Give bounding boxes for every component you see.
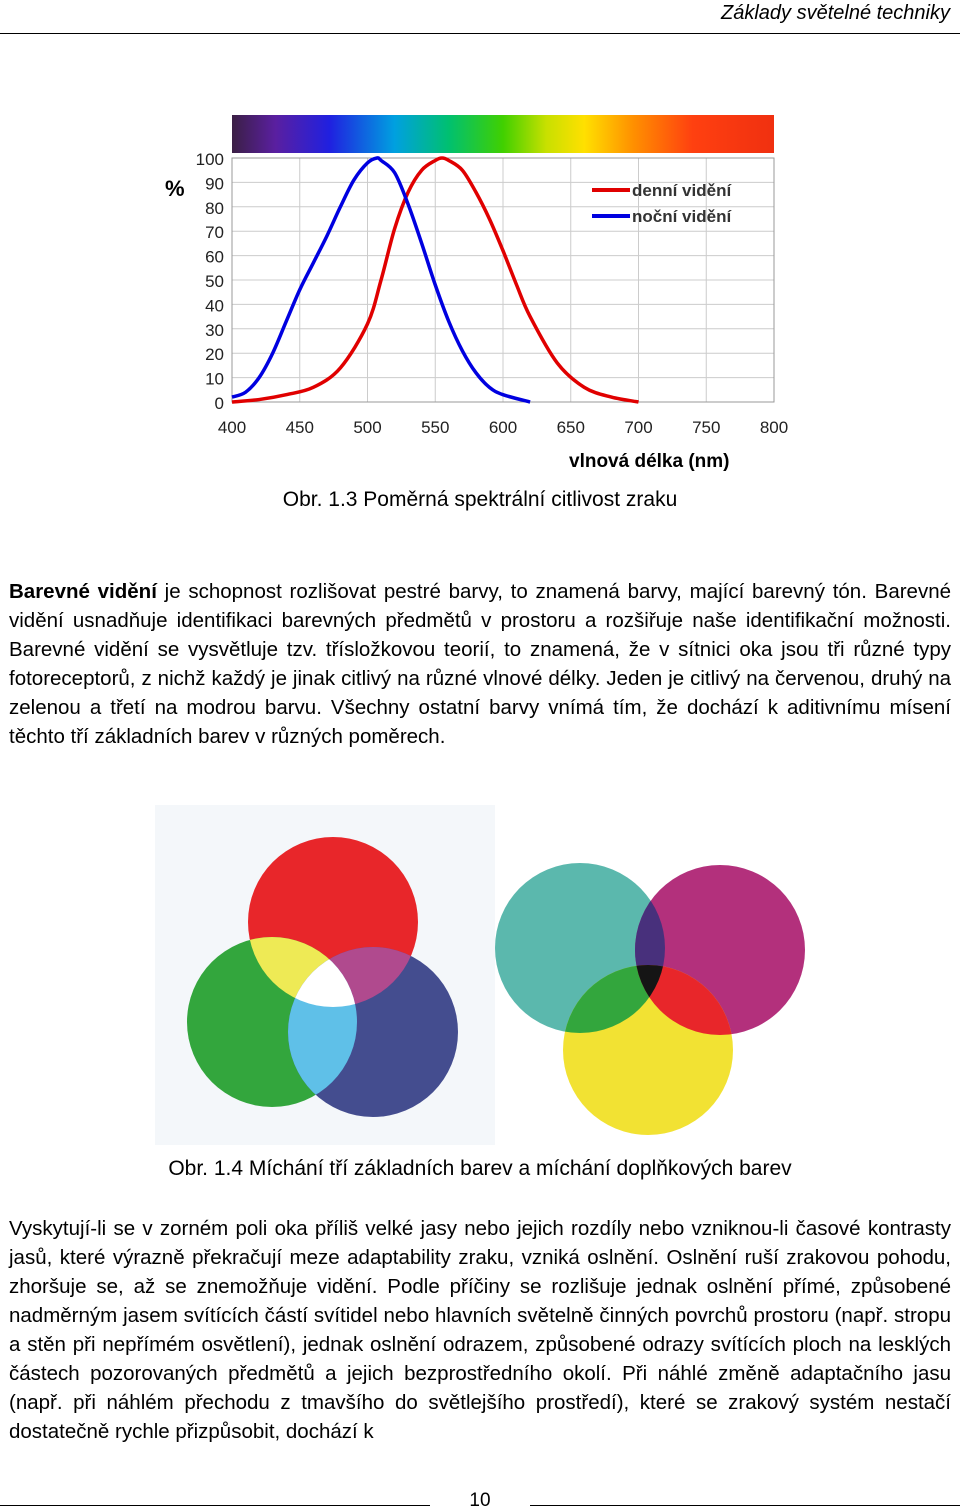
page-number: 10 [469,1490,491,1511]
paragraph-color-vision: Barevné vidění je schopnost rozlišovat p… [9,577,951,751]
y-tick-label: 0 [215,394,224,413]
y-tick-label: 90 [205,174,224,193]
legend-day: denní vidění [632,181,732,200]
legend: denní vidění noční vidění [592,181,732,226]
y-tick-label: 80 [205,199,224,218]
y-tick-label: 50 [205,272,224,291]
x-tick-label: 400 [218,418,246,437]
series-night-vision [231,156,531,404]
chart-ticks: 0 10 20 30 40 50 60 70 80 90 100 400 450 500 550 600 650… [196,150,789,437]
y-tick-label: 60 [205,248,224,267]
header-divider [0,33,960,34]
figure-caption-1-3: Obr. 1.3 Poměrná spektrální citlivost zr… [282,488,678,511]
term-color-vision: Barevné vidění [9,580,157,603]
spectral-sensitivity-chart: 0 10 20 30 40 50 60 70 80 90 100 400 450 500 550 600 650… [165,115,789,472]
y-tick-label: 40 [205,296,224,315]
y-tick-label: 100 [196,150,224,169]
legend-night: noční vidění [632,207,732,226]
y-tick-label: 30 [205,321,224,340]
x-tick-label: 750 [692,418,720,437]
color-mixing-figure [155,805,805,1145]
additive-mixing [187,837,458,1117]
plot-frame [231,157,775,403]
x-tick-label: 500 [353,418,381,437]
series-day-vision [231,156,639,404]
y-tick-label: 70 [205,223,224,242]
spectrum-bar [232,115,774,153]
chart-grid [231,157,775,403]
x-tick-label: 550 [421,418,449,437]
y-axis-label: % [165,176,185,201]
y-tick-label: 10 [205,370,224,389]
x-tick-label: 700 [624,418,652,437]
subtractive-mixing [495,863,805,1135]
x-axis-label: vlnová délka (nm) [569,451,730,472]
x-tick-label: 450 [286,418,314,437]
x-tick-label: 650 [557,418,585,437]
paragraph-color-vision-text: je schopnost rozlišovat pestré barvy, to… [9,580,951,748]
footer-divider-left [0,1505,430,1506]
figure-caption-1-4: Obr. 1.4 Míchání tří základních barev a … [168,1157,792,1180]
paragraph-glare: Vyskytují-li se v zorném poli oka příliš… [9,1217,951,1443]
footer-divider-right [530,1505,960,1506]
chart-series [231,156,639,404]
page-header: Základy světelné techniky [720,2,950,24]
y-tick-label: 20 [205,345,224,364]
x-tick-label: 600 [489,418,517,437]
x-tick-label: 800 [760,418,788,437]
